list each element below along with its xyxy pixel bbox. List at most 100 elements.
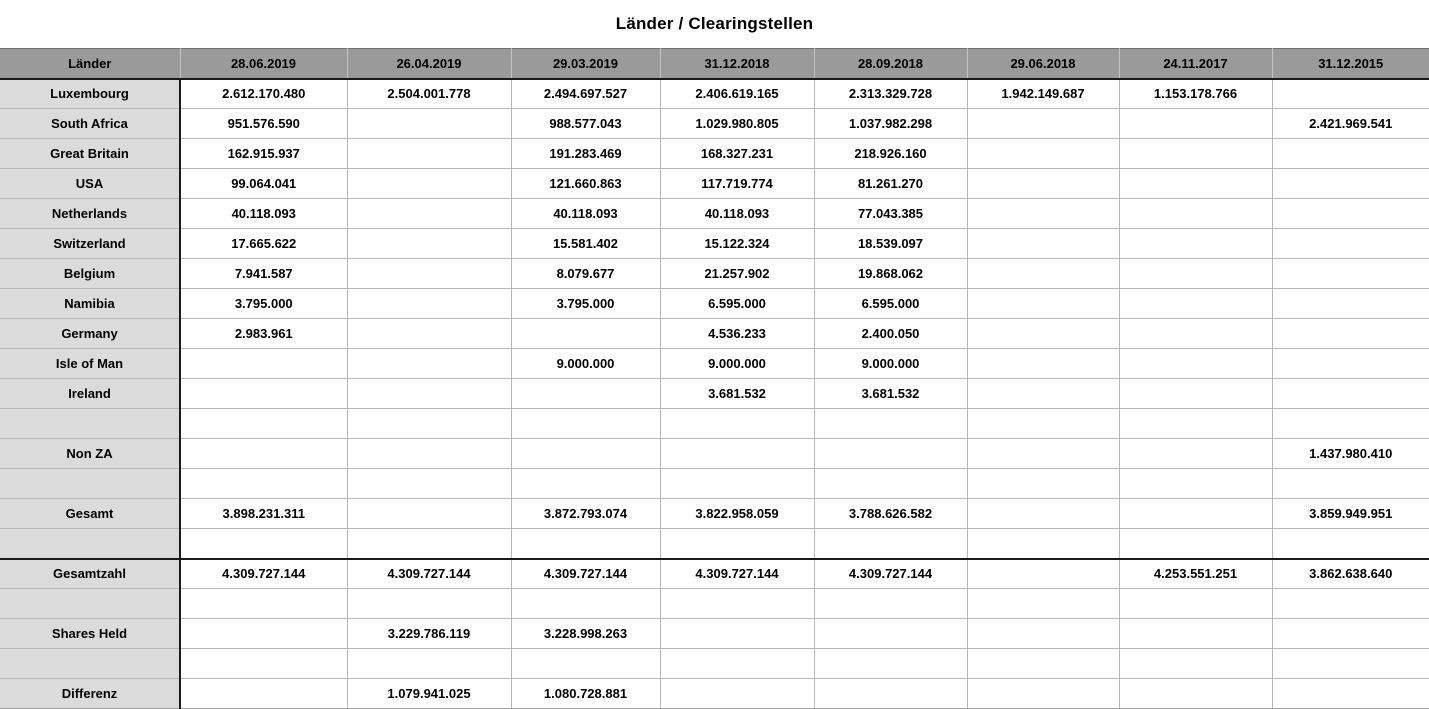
value-cell: [1271, 318, 1429, 349]
row-label: Switzerland: [0, 228, 181, 259]
value-cell: [966, 288, 1120, 319]
value-cell: [1271, 348, 1429, 379]
value-cell: [346, 138, 512, 169]
value-cell: [510, 438, 661, 469]
value-cell: 2.406.619.165: [659, 78, 815, 109]
value-cell: [813, 528, 968, 559]
value-cell: [346, 438, 512, 469]
value-cell: 9.000.000: [510, 348, 661, 379]
value-cell: [966, 678, 1120, 709]
value-cell: [1118, 108, 1273, 139]
value-cell: [659, 408, 815, 439]
header-date: 26.04.2019: [346, 48, 512, 80]
value-cell: [966, 648, 1120, 679]
value-cell: 2.494.697.527: [510, 78, 661, 109]
value-cell: [1271, 378, 1429, 409]
row-label: USA: [0, 168, 181, 199]
value-cell: [659, 618, 815, 649]
value-cell: 40.118.093: [179, 198, 348, 229]
value-cell: [1271, 288, 1429, 319]
value-cell: 2.400.050: [813, 318, 968, 349]
table-row: South Africa 951.576.590 988.577.043 1.029.…: [0, 108, 1429, 139]
value-cell: [346, 408, 512, 439]
value-cell: 4.309.727.144: [179, 557, 348, 589]
table-row: Differenz 1.079.941.025 1.080.728.881: [0, 678, 1429, 709]
value-cell: [346, 108, 512, 139]
row-label: [0, 528, 181, 559]
header-date: 29.03.2019: [510, 48, 661, 80]
value-cell: [1118, 168, 1273, 199]
value-cell: [1118, 498, 1273, 529]
value-cell: 4.253.551.251: [1118, 557, 1273, 589]
value-cell: [510, 408, 661, 439]
value-cell: 1.037.982.298: [813, 108, 968, 139]
value-cell: [659, 438, 815, 469]
value-cell: 4.536.233: [659, 318, 815, 349]
table-row: [0, 408, 1429, 439]
value-cell: [659, 588, 815, 619]
value-cell: [966, 588, 1120, 619]
value-cell: [1271, 228, 1429, 259]
value-cell: [346, 198, 512, 229]
table-row: Germany 2.983.961 4.536.233 2.400.050: [0, 318, 1429, 349]
value-cell: [813, 678, 968, 709]
value-cell: 99.064.041: [179, 168, 348, 199]
value-cell: [1271, 408, 1429, 439]
value-cell: [510, 648, 661, 679]
value-cell: 21.257.902: [659, 258, 815, 289]
row-label: Gesamt: [0, 498, 181, 529]
table-row: Great Britain 162.915.937 191.283.469 168.3…: [0, 138, 1429, 169]
value-cell: 81.261.270: [813, 168, 968, 199]
value-cell: [510, 588, 661, 619]
value-cell: [966, 258, 1120, 289]
value-cell: 988.577.043: [510, 108, 661, 139]
value-cell: 2.421.969.541: [1271, 108, 1429, 139]
value-cell: 15.122.324: [659, 228, 815, 259]
value-cell: [813, 438, 968, 469]
value-cell: [179, 678, 348, 709]
value-cell: [179, 378, 348, 409]
value-cell: [1118, 468, 1273, 499]
header-date: 24.11.2017: [1118, 48, 1273, 80]
value-cell: [346, 258, 512, 289]
value-cell: [1271, 618, 1429, 649]
row-label: Isle of Man: [0, 348, 181, 379]
table-row: [0, 528, 1429, 559]
value-cell: 117.719.774: [659, 168, 815, 199]
value-cell: [1118, 198, 1273, 229]
value-cell: 4.309.727.144: [346, 557, 512, 589]
value-cell: 3.862.638.640: [1271, 557, 1429, 589]
value-cell: 3.229.786.119: [346, 618, 512, 649]
table-row: Gesamtzahl 4.309.727.144 4.309.727.144 4.30…: [0, 557, 1429, 589]
value-cell: [1118, 348, 1273, 379]
row-label: Namibia: [0, 288, 181, 319]
value-cell: [1271, 678, 1429, 709]
value-cell: 191.283.469: [510, 138, 661, 169]
value-cell: [1118, 378, 1273, 409]
value-cell: [346, 588, 512, 619]
table-row: Namibia 3.795.000 3.795.000 6.595.000 6.595.…: [0, 288, 1429, 319]
value-cell: 2.504.001.778: [346, 78, 512, 109]
value-cell: 4.309.727.144: [659, 557, 815, 589]
value-cell: 6.595.000: [813, 288, 968, 319]
value-cell: 3.788.626.582: [813, 498, 968, 529]
table-row: Gesamt 3.898.231.311 3.872.793.074 3.822.95…: [0, 498, 1429, 529]
value-cell: [179, 588, 348, 619]
value-cell: 9.000.000: [813, 348, 968, 379]
value-cell: [813, 618, 968, 649]
value-cell: 3.681.532: [813, 378, 968, 409]
value-cell: 2.612.170.480: [179, 78, 348, 109]
value-cell: [1118, 228, 1273, 259]
value-cell: [1118, 318, 1273, 349]
value-cell: 17.665.622: [179, 228, 348, 259]
value-cell: [966, 168, 1120, 199]
value-cell: [813, 408, 968, 439]
table-row: Switzerland 17.665.622 15.581.402 15.122.32…: [0, 228, 1429, 259]
laender-clearingstellen-table: Länder 28.06.2019 26.04.2019 29.03.2019 …: [0, 48, 1429, 709]
value-cell: 77.043.385: [813, 198, 968, 229]
value-cell: [179, 648, 348, 679]
value-cell: [966, 318, 1120, 349]
value-cell: [346, 318, 512, 349]
value-cell: [1271, 648, 1429, 679]
value-cell: 3.228.998.263: [510, 618, 661, 649]
